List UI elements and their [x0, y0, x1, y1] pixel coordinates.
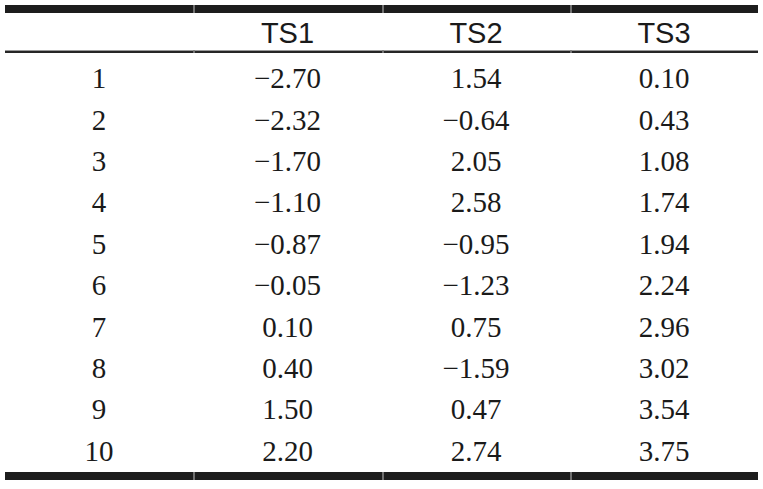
cell-ts2: 1.54	[382, 64, 570, 93]
cell-ts3: 3.54	[570, 395, 758, 424]
row-index: 1	[5, 64, 193, 93]
row-index: 3	[5, 147, 193, 176]
cell-ts2: 2.58	[382, 188, 570, 217]
table-row: 6 −0.05 −1.23 2.24	[5, 265, 758, 306]
cell-ts1: −1.70	[193, 147, 382, 176]
table-row: 5 −0.87 −0.95 1.94	[5, 224, 758, 265]
cell-ts1: 2.20	[193, 437, 382, 466]
row-index: 5	[5, 230, 193, 259]
table-row: 4 −1.10 2.58 1.74	[5, 182, 758, 223]
data-table: TS1 TS2 TS3 1 −2.70 1.54 0.10 2 −2.32 −0…	[5, 5, 758, 480]
cell-ts1: 0.10	[193, 313, 382, 342]
cell-ts2: −1.23	[382, 271, 570, 300]
column-seam	[193, 472, 195, 480]
table-top-rule	[5, 5, 758, 13]
column-header-ts3: TS3	[570, 19, 758, 48]
table-body: 1 −2.70 1.54 0.10 2 −2.32 −0.64 0.43 3 −…	[5, 53, 758, 472]
cell-ts2: 2.74	[382, 437, 570, 466]
table-row: 1 −2.70 1.54 0.10	[5, 58, 758, 99]
table-row: 9 1.50 0.47 3.54	[5, 389, 758, 430]
cell-ts2: −1.59	[382, 354, 570, 383]
cell-ts3: 2.96	[570, 313, 758, 342]
column-seam	[570, 5, 572, 13]
cell-ts1: −0.05	[193, 271, 382, 300]
cell-ts1: 1.50	[193, 395, 382, 424]
column-seam	[382, 5, 384, 13]
cell-ts2: −0.64	[382, 106, 570, 135]
cell-ts3: 0.43	[570, 106, 758, 135]
row-index: 7	[5, 313, 193, 342]
table-bottom-rule	[5, 472, 758, 480]
cell-ts3: 3.02	[570, 354, 758, 383]
cell-ts3: 0.10	[570, 64, 758, 93]
column-seam	[193, 5, 195, 13]
cell-ts3: 1.74	[570, 188, 758, 217]
cell-ts3: 1.94	[570, 230, 758, 259]
column-seam	[382, 472, 384, 480]
cell-ts1: −2.32	[193, 106, 382, 135]
cell-ts2: −0.95	[382, 230, 570, 259]
cell-ts1: 0.40	[193, 354, 382, 383]
table-row: 7 0.10 0.75 2.96	[5, 306, 758, 347]
column-seam	[193, 50, 195, 53]
table-header-row: TS1 TS2 TS3	[5, 13, 758, 50]
column-seam	[570, 50, 572, 53]
row-index: 9	[5, 395, 193, 424]
cell-ts2: 2.05	[382, 147, 570, 176]
cell-ts3: 1.08	[570, 147, 758, 176]
column-seam	[570, 472, 572, 480]
column-seam	[382, 50, 384, 53]
row-index: 4	[5, 188, 193, 217]
table-row: 8 0.40 −1.59 3.02	[5, 348, 758, 389]
cell-ts1: −2.70	[193, 64, 382, 93]
row-index: 8	[5, 354, 193, 383]
row-index: 2	[5, 106, 193, 135]
cell-ts2: 0.75	[382, 313, 570, 342]
row-index: 6	[5, 271, 193, 300]
table-header-rule	[5, 50, 758, 53]
column-header-ts1: TS1	[193, 19, 382, 48]
table-row: 10 2.20 2.74 3.75	[5, 431, 758, 472]
column-header-ts2: TS2	[382, 19, 570, 48]
cell-ts3: 2.24	[570, 271, 758, 300]
row-index: 10	[5, 437, 193, 466]
cell-ts1: −1.10	[193, 188, 382, 217]
cell-ts2: 0.47	[382, 395, 570, 424]
table-row: 3 −1.70 2.05 1.08	[5, 141, 758, 182]
cell-ts1: −0.87	[193, 230, 382, 259]
table-row: 2 −2.32 −0.64 0.43	[5, 99, 758, 140]
scanned-table-page: TS1 TS2 TS3 1 −2.70 1.54 0.10 2 −2.32 −0…	[0, 0, 763, 489]
cell-ts3: 3.75	[570, 437, 758, 466]
